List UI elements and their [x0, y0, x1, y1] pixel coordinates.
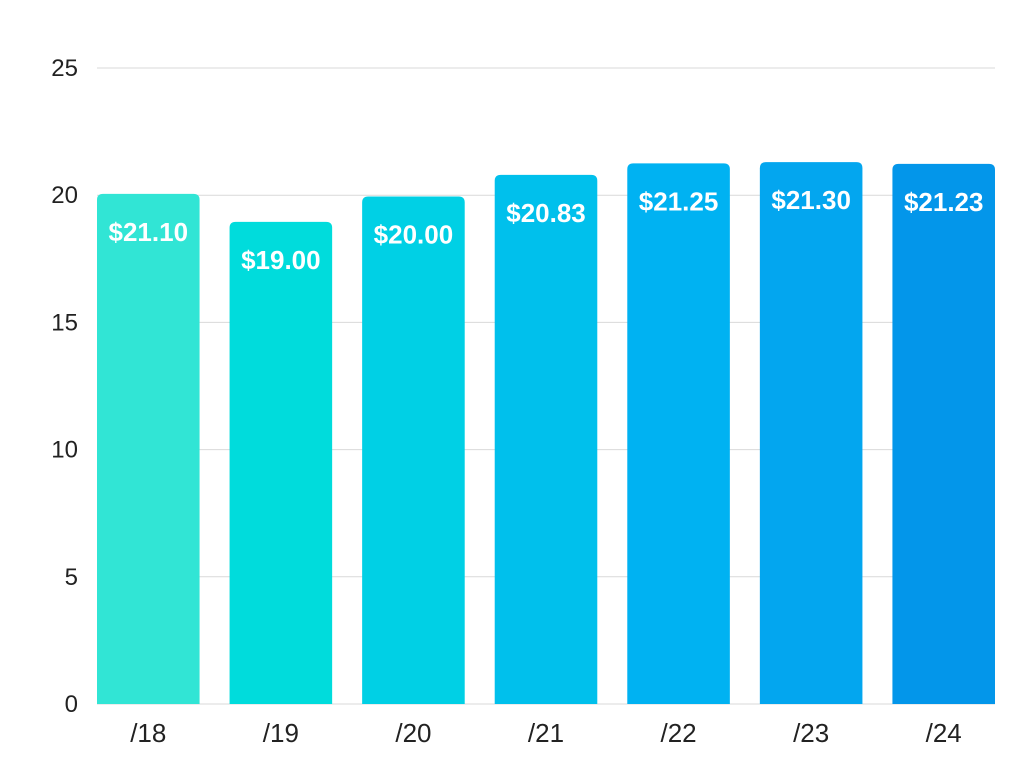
- bar-22: [627, 163, 730, 704]
- bar-21: [494, 174, 598, 704]
- y-tick-label: 0: [65, 691, 78, 718]
- bar-24: [892, 163, 995, 704]
- y-tick-label: 5: [65, 564, 78, 591]
- bar-value-label: $21.23: [904, 187, 984, 217]
- bar-value-label: $20.83: [506, 198, 586, 228]
- bar-value-label: $21.10: [109, 217, 189, 247]
- x-tick-label: /24: [926, 718, 962, 748]
- y-axis: 0 5 10 15 20 25: [51, 55, 78, 718]
- x-tick-label: /18: [130, 718, 166, 748]
- y-tick-label: 20: [51, 182, 78, 209]
- bar-18: [97, 193, 200, 705]
- bar-23: [759, 162, 863, 705]
- bar-value-label: $19.00: [241, 245, 321, 275]
- bar-19: [229, 221, 333, 705]
- y-tick-label: 25: [51, 55, 78, 82]
- x-axis: /18/19/20/21/22/23/24: [130, 718, 962, 748]
- bar-value-label: $21.25: [639, 186, 719, 216]
- bar-value-label: $20.00: [374, 219, 454, 249]
- bar-20: [362, 196, 465, 705]
- x-tick-label: /23: [793, 718, 829, 748]
- x-tick-label: /22: [660, 718, 696, 748]
- bar-value-label: $21.30: [771, 185, 851, 215]
- x-tick-label: /19: [263, 718, 299, 748]
- y-tick-label: 15: [51, 309, 78, 336]
- x-tick-label: /21: [528, 718, 564, 748]
- bars: $21.10 $19.00 $20.00 $20.83 $21.25 $21.30 $21.…: [97, 162, 995, 705]
- y-tick-label: 10: [51, 437, 78, 464]
- x-tick-label: /20: [395, 718, 431, 748]
